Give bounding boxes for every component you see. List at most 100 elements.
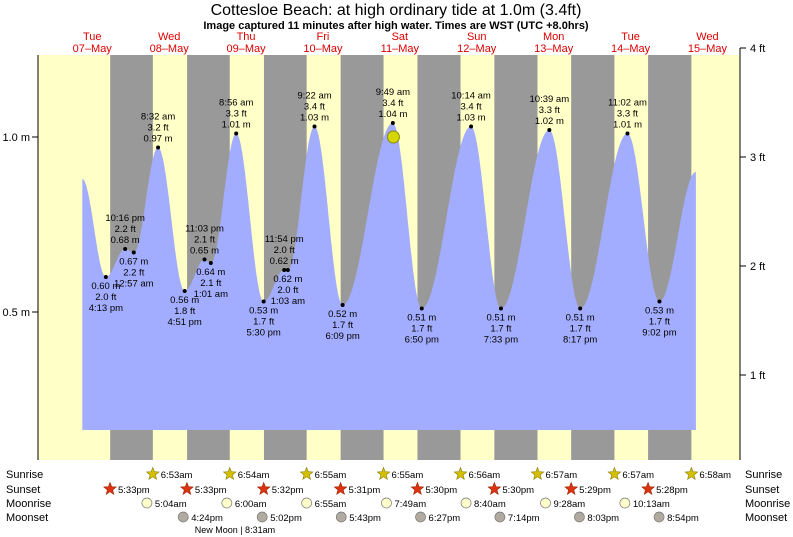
tide-time-label: 7:33 pm bbox=[484, 335, 518, 346]
tide-time-label: 9:02 pm bbox=[642, 328, 676, 339]
chart-subtitle: Image captured 11 minutes after high wat… bbox=[203, 20, 589, 32]
sunset-star-icon bbox=[179, 481, 194, 495]
plot-area bbox=[38, 55, 740, 460]
tide-height-m-label: 0.62 m bbox=[270, 256, 299, 267]
sunrise-star-icon bbox=[376, 466, 391, 480]
moonrise-time-label: 8:40am bbox=[474, 499, 506, 510]
sunrise-time-label: 6:55am bbox=[392, 470, 424, 481]
tide-time-label: 1:01 am bbox=[194, 289, 228, 300]
sunrise-time-label: 6:57am bbox=[622, 470, 654, 481]
row-label-moonrise: Moonrise bbox=[6, 498, 51, 510]
date-label: 12–May bbox=[457, 43, 497, 55]
tide-time-label: 4:13 pm bbox=[89, 303, 123, 314]
moonset-time-label: 6:27pm bbox=[429, 513, 461, 524]
y-tick-label-ft: 3 ft bbox=[750, 152, 765, 164]
tide-height-ft-label: 2.1 ft bbox=[194, 235, 215, 246]
sunrise-star-icon bbox=[530, 466, 545, 480]
moonset-moon-icon bbox=[494, 511, 506, 523]
day-of-week-label: Wed bbox=[696, 31, 718, 43]
sunrise-time-label: 6:56am bbox=[469, 470, 501, 481]
tide-height-ft-label: 3.3 ft bbox=[617, 109, 638, 120]
tide-point bbox=[103, 275, 108, 279]
tide-height-ft-label: 2.2 ft bbox=[123, 268, 144, 279]
tide-height-ft-label: 1.8 ft bbox=[174, 306, 195, 317]
moonset-moon-icon bbox=[415, 511, 426, 523]
tide-height-ft-label: 2.1 ft bbox=[200, 278, 221, 289]
y-tick-label-ft: 2 ft bbox=[750, 261, 765, 273]
moonrise-time-label: 7:49am bbox=[394, 499, 426, 510]
sunset-star-icon bbox=[103, 481, 117, 495]
row-label-right-moonset: Moonset bbox=[745, 512, 787, 524]
tide-point bbox=[123, 247, 128, 251]
tide-height-ft-label: 2.0 ft bbox=[95, 292, 116, 303]
tide-time-label: 10:39 am bbox=[530, 94, 570, 105]
moonset-moon-icon bbox=[574, 511, 585, 523]
day-of-week-label: Sat bbox=[392, 31, 409, 43]
moonset-time-label: 8:54pm bbox=[667, 513, 699, 524]
chart-title: Cottesloe Beach: at high ordinary tide a… bbox=[211, 2, 582, 19]
tide-height-m-label: 1.04 m bbox=[378, 109, 407, 120]
tide-height-m-label: 0.97 m bbox=[144, 134, 173, 145]
tide-height-m-label: 1.01 m bbox=[222, 120, 251, 131]
tide-point bbox=[340, 303, 345, 307]
tide-point bbox=[182, 289, 187, 293]
sunrise-star-icon bbox=[684, 466, 699, 480]
day-of-week-label: Fri bbox=[317, 31, 330, 43]
sunrise-time-label: 6:57am bbox=[546, 470, 578, 481]
tide-height-ft-label: 3.4 ft bbox=[460, 102, 481, 113]
sunset-star-icon bbox=[641, 481, 656, 495]
sunset-star-icon bbox=[410, 481, 425, 495]
tide-time-label: 5:30 pm bbox=[246, 328, 280, 339]
tide-time-label: 11:54 pm bbox=[265, 234, 304, 245]
tide-time-label: 12:57 am bbox=[114, 279, 154, 290]
day-of-week-label: Sun bbox=[467, 31, 487, 43]
tide-time-label: 10:16 pm bbox=[105, 213, 145, 224]
tide-height-ft-label: 1.7 ft bbox=[332, 320, 353, 331]
date-label: 13–May bbox=[534, 43, 574, 55]
moonrise-moon-icon bbox=[381, 497, 392, 509]
tide-point bbox=[578, 306, 583, 311]
row-label-sunrise: Sunrise bbox=[6, 469, 43, 481]
tide-height-m-label: 1.03 m bbox=[300, 113, 329, 124]
moonrise-moon-icon bbox=[141, 497, 153, 509]
moonset-moon-icon bbox=[177, 511, 189, 523]
day-of-week-label: Thu bbox=[237, 31, 256, 43]
moonrise-moon-icon bbox=[221, 497, 233, 509]
row-label-moonset: Moonset bbox=[6, 512, 48, 524]
day-of-week-label: Tue bbox=[83, 31, 102, 43]
tide-height-m-label: 0.51 m bbox=[566, 313, 595, 324]
sunset-time-label: 5:30pm bbox=[425, 485, 457, 496]
y-tick-label-m: 0.5 m bbox=[2, 307, 30, 319]
date-label: 10–May bbox=[303, 43, 343, 55]
sunset-time-label: 5:30pm bbox=[502, 485, 534, 496]
sunset-star-icon bbox=[333, 481, 348, 495]
sunset-time-label: 5:31pm bbox=[349, 485, 381, 496]
date-label: 07–May bbox=[73, 43, 113, 55]
row-label-right-sunset: Sunset bbox=[745, 484, 779, 496]
sunset-time-label: 5:28pm bbox=[656, 485, 688, 496]
tide-area bbox=[82, 123, 696, 430]
date-label: 11–May bbox=[381, 43, 420, 55]
moonset-moon-icon bbox=[256, 511, 268, 523]
y-tick-label-ft: 4 ft bbox=[750, 43, 765, 55]
tide-time-label: 6:09 pm bbox=[325, 331, 359, 342]
moonrise-time-label: 10:13am bbox=[633, 499, 670, 510]
tide-height-m-label: 0.64 m bbox=[196, 267, 225, 278]
plot-content bbox=[38, 55, 740, 460]
sunset-star-icon bbox=[487, 481, 502, 495]
date-label: 15–May bbox=[688, 43, 728, 55]
moon-phase-label: New Moon | 8:31am bbox=[195, 525, 275, 535]
tide-point bbox=[202, 257, 207, 262]
tide-height-m-label: 0.60 m bbox=[91, 281, 120, 292]
sunrise-time-label: 6:53am bbox=[161, 470, 193, 481]
moonset-time-label: 8:03pm bbox=[587, 513, 619, 524]
tide-point bbox=[469, 124, 474, 129]
axes: 1.0 m0.5 m4 ft3 ft2 ft1 ftTue07–MayWed08… bbox=[2, 31, 765, 460]
y-tick-label-ft: 1 ft bbox=[750, 370, 765, 382]
tide-height-m-label: 0.51 m bbox=[407, 313, 436, 324]
row-label-sunset: Sunset bbox=[6, 484, 40, 496]
tide-point bbox=[419, 306, 424, 311]
tide-time-label: 11:03 pm bbox=[185, 224, 224, 235]
tide-height-ft-label: 3.4 ft bbox=[304, 102, 325, 113]
